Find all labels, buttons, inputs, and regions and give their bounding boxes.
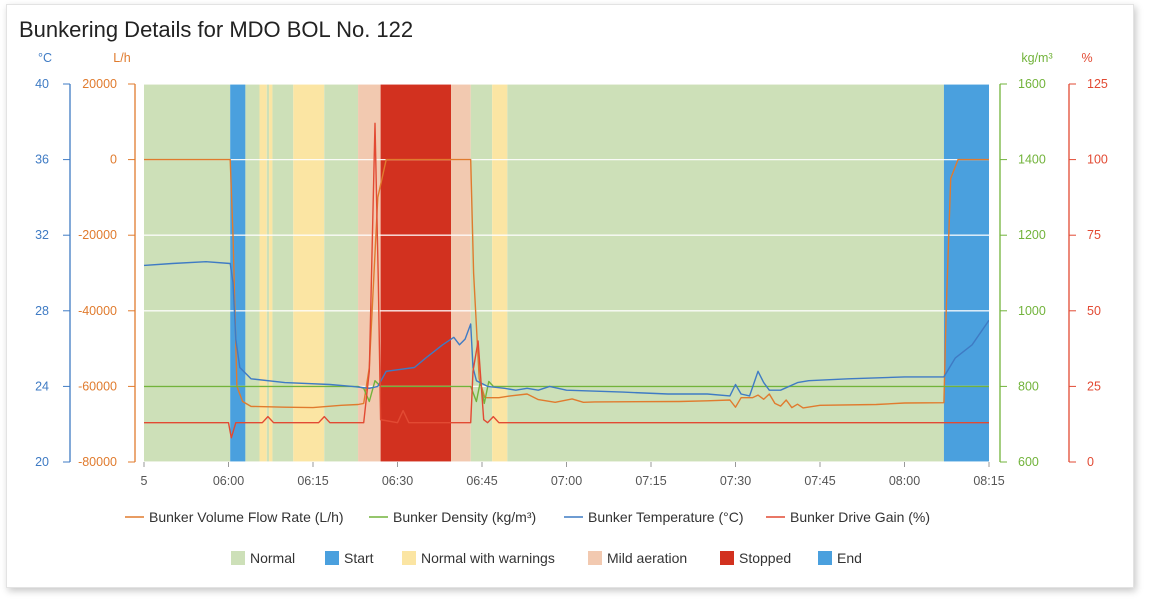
x-tick-label: 06:30 — [382, 474, 413, 488]
temperature-tick-label: 32 — [35, 228, 49, 242]
legend-swatch-band_warn — [402, 551, 416, 565]
state-band-start — [230, 84, 246, 462]
legend-label-temperature: Bunker Temperature (°C) — [588, 509, 744, 525]
chart-title: Bunkering Details for MDO BOL No. 122 — [19, 17, 414, 42]
x-tick-label: 07:00 — [551, 474, 582, 488]
flow-tick-label: -60000 — [78, 379, 117, 393]
state-band-warn — [293, 84, 325, 462]
state-band-warn — [269, 84, 273, 462]
flow-unit-label: L/h — [113, 51, 130, 65]
flow-tick-label: 20000 — [82, 77, 117, 91]
legend-label-band_stopped: Stopped — [739, 550, 791, 566]
x-tick-label: 06:15 — [297, 474, 328, 488]
gain-tick-label: 50 — [1087, 304, 1101, 318]
series-line-gain — [144, 122, 989, 439]
gain-tick-label: 75 — [1087, 228, 1101, 242]
state-band-warn — [492, 84, 508, 462]
state-bands — [144, 84, 989, 462]
x-tick-label: 06:00 — [213, 474, 244, 488]
flow-tick-label: -80000 — [78, 455, 117, 469]
flow-tick-label: -20000 — [78, 228, 117, 242]
state-legend: Normal Start Normal with warnings Mild aera… — [231, 550, 862, 566]
density-unit-label: kg/m³ — [1021, 51, 1052, 65]
density-tick-label: 600 — [1018, 455, 1039, 469]
series-lines — [144, 122, 989, 439]
flow-axis: 20000 0 -20000 -40000 -60000 -80000 L/h — [78, 51, 136, 469]
legend-swatch-band_mild — [588, 551, 602, 565]
state-band-normal — [266, 84, 270, 462]
state-band-normal — [245, 84, 260, 462]
density-tick-label: 1600 — [1018, 77, 1046, 91]
legend-swatch-band_start — [325, 551, 339, 565]
density-axis: 1600 1400 1200 1000 800 600 kg/m³ — [999, 51, 1053, 469]
density-tick-label: 800 — [1018, 379, 1039, 393]
legend-swatch-band_normal — [231, 551, 245, 565]
series-line-temperature — [144, 261, 989, 397]
x-axis: 5 06:00 06:15 06:30 06:45 07:00 07:15 07:30 07:4… — [141, 462, 1005, 488]
legend-label-density: Bunker Density (kg/m³) — [393, 509, 536, 525]
state-band-normal — [324, 84, 359, 462]
x-tick-label: 07:30 — [720, 474, 751, 488]
temperature-tick-label: 20 — [35, 455, 49, 469]
x-tick-label: 5 — [141, 474, 148, 488]
state-band-mild — [451, 84, 471, 462]
density-tick-label: 1400 — [1018, 153, 1046, 167]
gain-tick-label: 25 — [1087, 379, 1101, 393]
series-line-flow — [144, 158, 989, 409]
temperature-tick-label: 28 — [35, 304, 49, 318]
x-tick-label: 07:45 — [804, 474, 835, 488]
density-tick-label: 1000 — [1018, 304, 1046, 318]
gain-axis: 125 100 75 50 25 0% — [1068, 51, 1108, 469]
temperature-tick-label: 24 — [35, 379, 49, 393]
legend-label-band_warn: Normal with warnings — [421, 550, 555, 566]
state-band-end — [943, 84, 989, 462]
legend-label-band_mild: Mild aeration — [607, 550, 687, 566]
series-legend: Bunker Volume Flow Rate (L/h) Bunker Dens… — [125, 509, 930, 525]
state-band-stopped — [380, 84, 452, 462]
legend-swatch-band_end — [818, 551, 832, 565]
temperature-axis: 40 36 32 28 24 20 °C — [35, 51, 71, 469]
flow-tick-label: 0 — [110, 153, 117, 167]
gain-tick-label: 0 — [1087, 455, 1094, 469]
legend-label-gain: Bunker Drive Gain (%) — [790, 509, 930, 525]
gain-tick-label: 100 — [1087, 153, 1108, 167]
flow-tick-label: -40000 — [78, 304, 117, 318]
x-tick-label: 07:15 — [635, 474, 666, 488]
x-tick-label: 08:00 — [889, 474, 920, 488]
legend-label-band_start: Start — [344, 550, 374, 566]
state-band-normal — [470, 84, 493, 462]
x-tick-label: 08:15 — [973, 474, 1004, 488]
temperature-tick-label: 40 — [35, 77, 49, 91]
state-band-normal — [144, 84, 231, 462]
temperature-unit-label: °C — [38, 51, 52, 65]
bunkering-chart: 40 36 32 28 24 20 °C 20000 0 -20000 -40000 -60000 -8… — [35, 51, 1108, 566]
legend-label-band_end: End — [837, 550, 862, 566]
legend-label-flow: Bunker Volume Flow Rate (L/h) — [149, 509, 344, 525]
gain-unit-label: % — [1081, 51, 1092, 65]
state-band-mild — [358, 84, 381, 462]
temperature-tick-label: 36 — [35, 153, 49, 167]
state-band-normal — [272, 84, 294, 462]
legend-swatch-band_stopped — [720, 551, 734, 565]
chart-card: Bunkering Details for MDO BOL No. 122 40… — [6, 4, 1134, 588]
x-tick-label: 06:45 — [466, 474, 497, 488]
density-tick-label: 1200 — [1018, 228, 1046, 242]
gain-tick-label: 125 — [1087, 77, 1108, 91]
state-band-normal — [507, 84, 944, 462]
legend-label-band_normal: Normal — [250, 550, 295, 566]
state-band-warn — [259, 84, 267, 462]
